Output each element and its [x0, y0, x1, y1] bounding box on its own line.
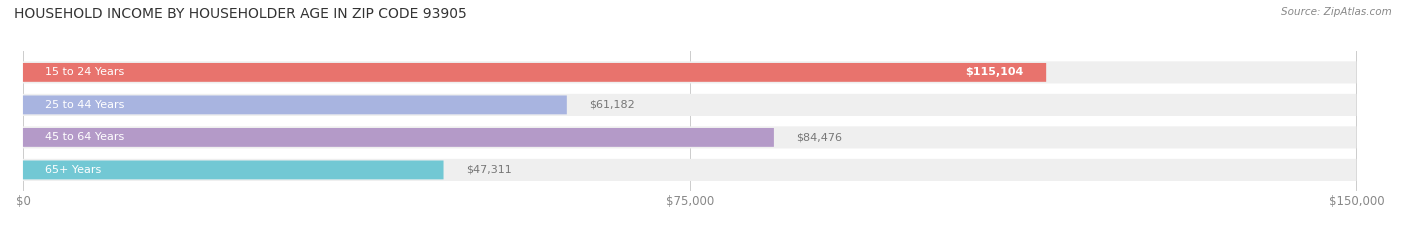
FancyBboxPatch shape [22, 63, 1046, 82]
Text: HOUSEHOLD INCOME BY HOUSEHOLDER AGE IN ZIP CODE 93905: HOUSEHOLD INCOME BY HOUSEHOLDER AGE IN Z… [14, 7, 467, 21]
Text: Source: ZipAtlas.com: Source: ZipAtlas.com [1281, 7, 1392, 17]
Text: $115,104: $115,104 [966, 67, 1024, 77]
Text: $84,476: $84,476 [796, 132, 842, 142]
Text: $47,311: $47,311 [465, 165, 512, 175]
FancyBboxPatch shape [22, 126, 1357, 148]
Text: 45 to 64 Years: 45 to 64 Years [45, 132, 124, 142]
FancyBboxPatch shape [22, 161, 443, 179]
FancyBboxPatch shape [22, 94, 1357, 116]
FancyBboxPatch shape [22, 96, 567, 114]
Text: 25 to 44 Years: 25 to 44 Years [45, 100, 125, 110]
FancyBboxPatch shape [22, 159, 1357, 181]
FancyBboxPatch shape [22, 128, 773, 147]
Text: 15 to 24 Years: 15 to 24 Years [45, 67, 124, 77]
FancyBboxPatch shape [22, 61, 1357, 83]
Text: $61,182: $61,182 [589, 100, 634, 110]
Text: 65+ Years: 65+ Years [45, 165, 101, 175]
